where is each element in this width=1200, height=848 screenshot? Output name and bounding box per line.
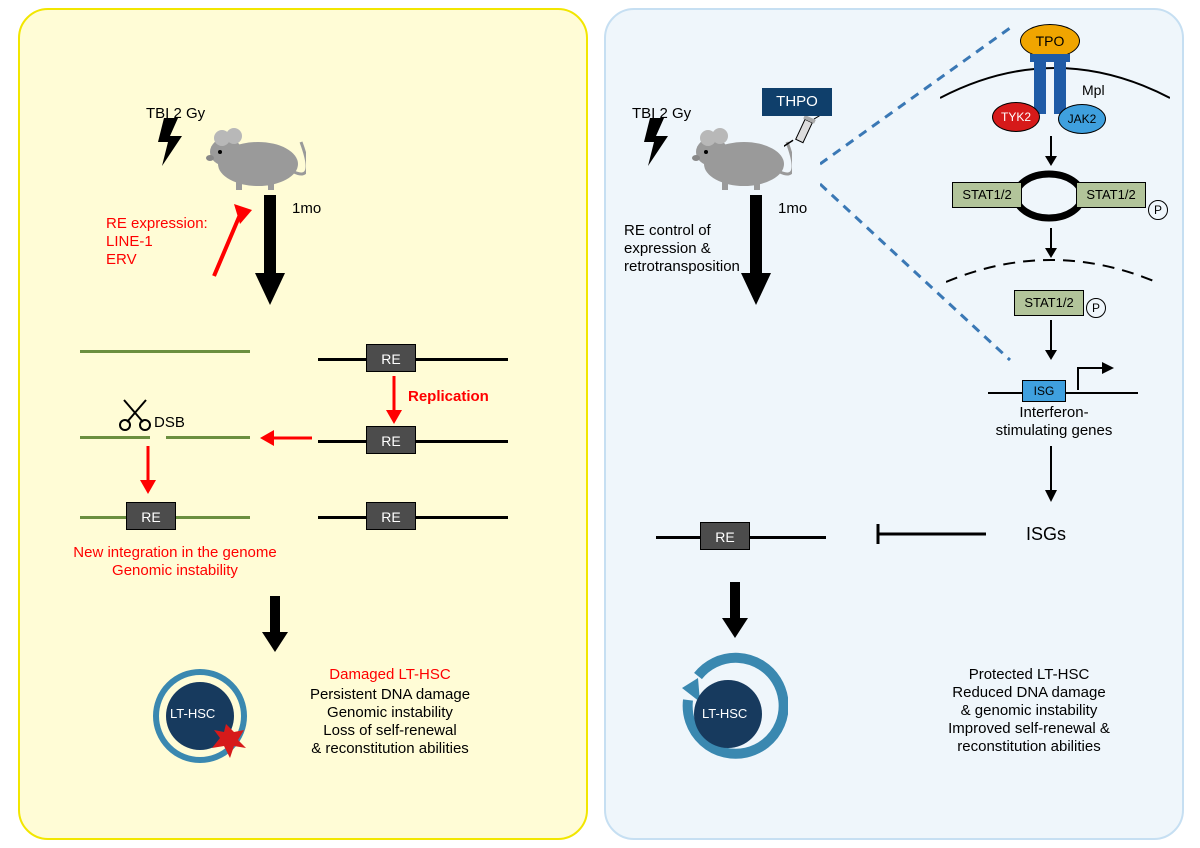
stat-box-2: STAT1/2 <box>1076 182 1146 208</box>
inhibition-bar <box>870 522 990 546</box>
green-line-1 <box>80 350 250 353</box>
scissors-icon <box>118 398 152 432</box>
re-expression-text: RE expression: LINE-1 ERV <box>106 215 208 269</box>
re-box-2: RE <box>366 426 416 454</box>
re-box-3: RE <box>126 502 176 530</box>
mpl-label: Mpl <box>1082 82 1105 99</box>
pathway-arrow-4 <box>1044 446 1058 502</box>
re-box-1: RE <box>366 344 416 372</box>
pathway-arrow-3 <box>1044 320 1058 360</box>
mouse-icon-left <box>196 122 306 192</box>
replication-arrow <box>384 374 404 424</box>
jak2-oval: JAK2 <box>1058 104 1106 134</box>
dsb-label: DSB <box>154 414 185 432</box>
nucleus-curve <box>946 252 1156 288</box>
green-line-3b <box>176 516 250 519</box>
syringe-icon <box>784 116 824 162</box>
re-control-text: RE control of expression & retrotranspos… <box>624 222 740 276</box>
re-box-4: RE <box>366 502 416 530</box>
damaged-title: Damaged LT-HSC <box>280 666 500 684</box>
insert-arrow <box>258 428 314 448</box>
replication-label: Replication <box>408 388 489 406</box>
lightning-icon-left <box>158 118 194 166</box>
down-arrow-right <box>741 195 771 305</box>
stat-box-1: STAT1/2 <box>952 182 1022 208</box>
down-arrow-left <box>255 195 285 305</box>
one-mo-right: 1mo <box>778 200 807 218</box>
mouse-icon-right <box>682 122 792 192</box>
green-line-2b <box>166 436 250 439</box>
tyk2-oval: TYK2 <box>992 102 1040 132</box>
p-circle-1: P <box>1148 200 1168 220</box>
lthsc-label-right: LT-HSC <box>702 706 747 722</box>
tpo-oval: TPO <box>1020 24 1080 58</box>
one-mo-left: 1mo <box>292 200 321 218</box>
lightning-icon-right <box>644 118 680 166</box>
transcription-arrow <box>1074 360 1114 392</box>
damaged-body: Persistent DNA damage Genomic instabilit… <box>280 686 500 758</box>
lthsc-label-left: LT-HSC <box>170 706 215 722</box>
stat-box-3: STAT1/2 <box>1014 290 1084 316</box>
red-up-arrow <box>206 200 252 280</box>
protected-text: Protected LT-HSC Reduced DNA damage & ge… <box>914 666 1144 756</box>
isg-gene-label: Interferon- stimulating genes <box>976 404 1132 440</box>
re-box-right: RE <box>700 522 750 550</box>
isg-box: ISG <box>1022 380 1066 402</box>
green-line-3a <box>80 516 126 519</box>
green-line-2a <box>80 436 150 439</box>
p-circle-2: P <box>1086 298 1106 318</box>
isgs-label: ISGs <box>1026 524 1066 546</box>
down-arrow-cell-right <box>722 582 748 638</box>
down-arrow-cell-left <box>262 596 288 652</box>
integration-arrow <box>138 444 158 494</box>
pathway-arrow-1 <box>1044 136 1058 166</box>
new-integration-text: New integration in the genome Genomic in… <box>60 544 290 580</box>
